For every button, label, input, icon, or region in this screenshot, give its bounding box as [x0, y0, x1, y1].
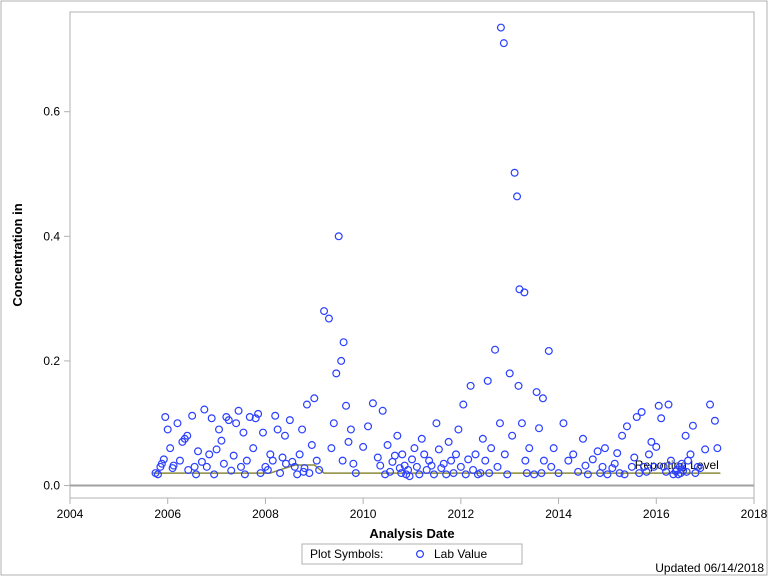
chart-container: { "chart": { "type": "scatter", "width":…	[0, 0, 768, 576]
footer-updated: Updated 06/14/2018	[655, 561, 764, 575]
y-axis: 0.0 0.2 0.4 0.6	[43, 105, 70, 493]
svg-text:0.4: 0.4	[43, 229, 60, 243]
legend-item-label: Lab Value	[434, 547, 487, 561]
x-axis-label: Analysis Date	[369, 526, 454, 541]
svg-text:2012: 2012	[448, 507, 475, 521]
x-axis: 2004 2006 2008 2010 2012 2014 2016 2018	[57, 498, 768, 521]
y-axis-label: Concentration in	[10, 203, 25, 306]
chart-svg: 20042006200820102012201420162018 0.00.20…	[0, 0, 768, 576]
svg-text:0.0: 0.0	[43, 479, 60, 493]
svg-text:0.6: 0.6	[43, 105, 60, 119]
svg-text:2018: 2018	[741, 507, 768, 521]
svg-text:2006: 2006	[154, 507, 181, 521]
svg-text:2014: 2014	[545, 507, 572, 521]
svg-text:2010: 2010	[350, 507, 377, 521]
svg-text:0.2: 0.2	[43, 354, 60, 368]
svg-text:2008: 2008	[252, 507, 279, 521]
plot-wall	[70, 12, 754, 498]
legend: Plot Symbols: Lab Value	[302, 544, 522, 564]
legend-title: Plot Symbols:	[310, 547, 383, 561]
svg-text:2004: 2004	[57, 507, 84, 521]
svg-text:2016: 2016	[643, 507, 670, 521]
